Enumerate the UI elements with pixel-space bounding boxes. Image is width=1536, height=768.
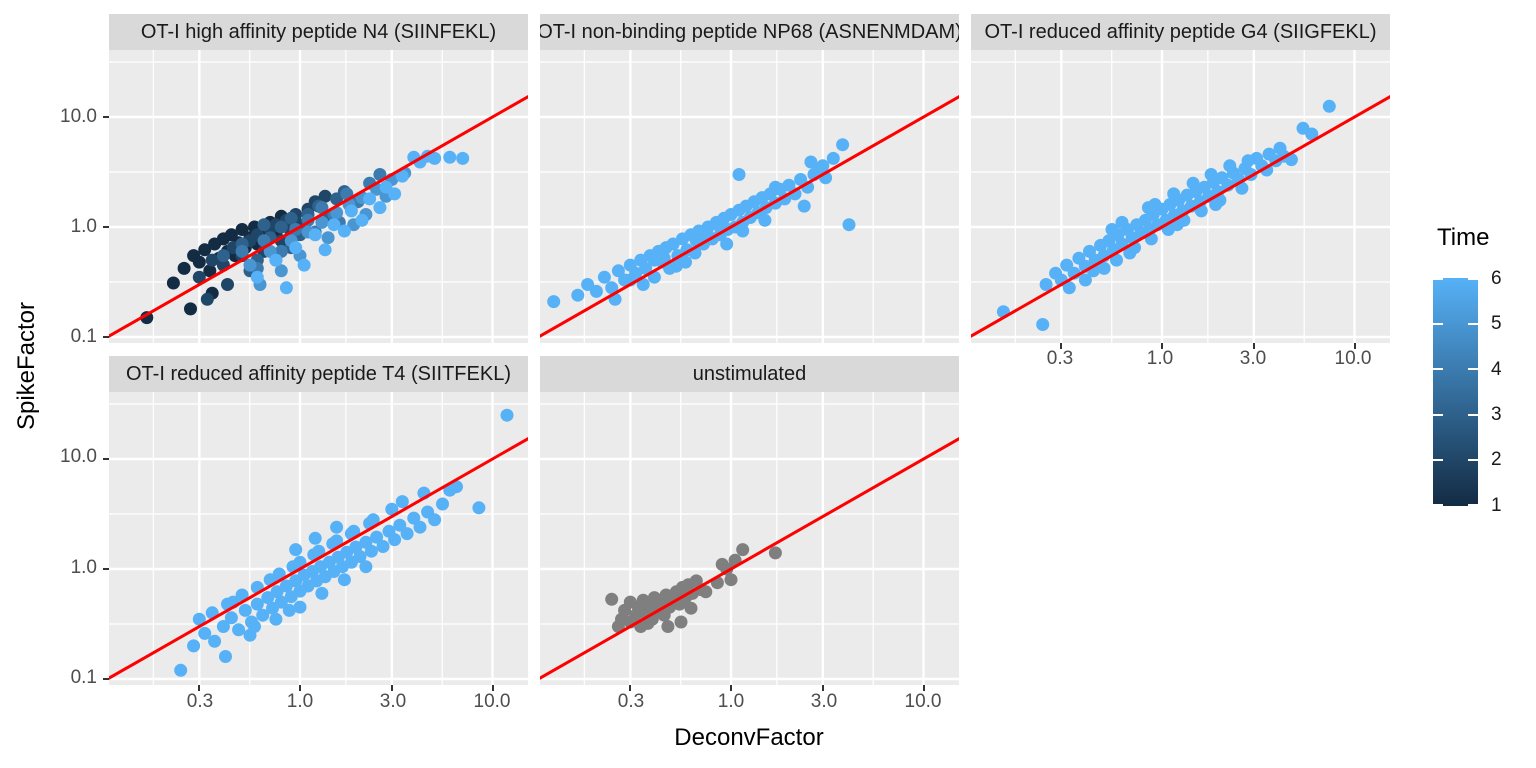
x-tick-label: 3.0 xyxy=(810,691,838,712)
identity-line xyxy=(109,436,528,680)
y-tick-label: 1.0 xyxy=(70,216,97,237)
facet-strip-label: OT-I high affinity peptide N4 (SIINFEKL) xyxy=(140,20,497,43)
legend-tick-label: 4 xyxy=(1491,359,1502,380)
axis-tick xyxy=(821,685,824,691)
x-tick-label: 10.0 xyxy=(904,691,942,712)
points-layer xyxy=(174,408,514,677)
panel-t4 xyxy=(109,392,528,685)
legend-tick-label: 1 xyxy=(1491,495,1502,516)
scatter-plot-np68 xyxy=(540,50,959,343)
colorbar-tick xyxy=(1468,368,1478,371)
gridlines xyxy=(540,50,959,343)
scatter-plot-g4 xyxy=(971,50,1390,343)
y-axis-title: SpikeFactor xyxy=(13,301,40,431)
colorbar-tick xyxy=(1468,322,1478,325)
points-layer xyxy=(605,543,782,633)
axis-tick xyxy=(730,685,732,691)
gridlines xyxy=(540,392,959,685)
y-tick-label: 10.0 xyxy=(60,446,97,467)
legend-tick-label: 3 xyxy=(1491,404,1502,425)
facet-strip-t4: OT-I reduced affinity peptide T4 (SIITFE… xyxy=(109,356,528,392)
colorbar-tick xyxy=(1433,504,1443,506)
panel-g4 xyxy=(971,50,1390,343)
x-axis-title: DeconvFactor xyxy=(674,724,824,751)
colorbar-tick xyxy=(1468,504,1478,506)
x-tick-label: 10.0 xyxy=(1334,348,1372,369)
facet-strip-label: unstimulated xyxy=(692,362,807,385)
x-tick-label: 0.3 xyxy=(186,691,214,712)
axis-tick xyxy=(390,685,393,691)
axis-tick xyxy=(299,685,301,691)
facet-strip-label: OT-I non-binding peptide NP68 (ASNENMDAM… xyxy=(540,20,959,43)
x-tick-label: 0.3 xyxy=(1046,348,1074,369)
facet-strip-unstimulated: unstimulated xyxy=(540,356,959,392)
facet-strip-g4: OT-I reduced affinity peptide G4 (SIIGFE… xyxy=(971,14,1390,50)
axis-tick xyxy=(103,678,109,680)
scatter-plot-t4 xyxy=(109,392,528,685)
x-tick-label: 1.0 xyxy=(1146,348,1174,369)
axis-tick xyxy=(103,226,109,228)
legend-tick-label: 5 xyxy=(1491,313,1502,334)
x-tick-label: 3.0 xyxy=(1239,348,1267,369)
axis-tick xyxy=(491,685,494,691)
colorbar-tick xyxy=(1433,368,1443,371)
identity-line xyxy=(971,94,1390,338)
axis-tick xyxy=(1353,343,1356,349)
y-tick-label: 0.1 xyxy=(70,667,97,688)
panel-np68 xyxy=(540,50,959,343)
points-layer xyxy=(547,138,856,309)
identity-line xyxy=(540,436,959,680)
facet-strip-label: OT-I reduced affinity peptide T4 (SIITFE… xyxy=(126,362,511,385)
legend-tick-label: 6 xyxy=(1491,268,1502,289)
axis-tick xyxy=(103,336,109,338)
x-tick-label: 1.0 xyxy=(717,691,745,712)
colorbar-tick xyxy=(1433,278,1443,280)
colorbar-tick xyxy=(1433,459,1443,462)
colorbar-tick xyxy=(1433,322,1443,325)
axis-tick xyxy=(198,685,201,691)
axis-tick xyxy=(1252,343,1255,349)
axis-tick xyxy=(1161,343,1163,349)
axis-tick xyxy=(629,685,632,691)
x-tick-label: 0.3 xyxy=(617,691,645,712)
axis-tick xyxy=(103,568,109,570)
legend-title: Time xyxy=(1437,224,1490,251)
identity-line xyxy=(540,94,959,338)
x-tick-label: 3.0 xyxy=(379,691,407,712)
facet-strip-n4: OT-I high affinity peptide N4 (SIINFEKL) xyxy=(109,14,528,50)
panel-n4 xyxy=(109,50,528,343)
axis-tick xyxy=(1060,343,1063,349)
colorbar-tick xyxy=(1433,413,1443,416)
scatter-plot-n4 xyxy=(109,50,528,343)
axis-tick xyxy=(103,458,109,460)
legend-colorbar xyxy=(1433,278,1478,506)
colorbar-tick xyxy=(1468,278,1478,280)
scatter-plot-unstimulated xyxy=(540,392,959,685)
legend-tick-label: 2 xyxy=(1491,449,1502,470)
panel-unstimulated xyxy=(540,392,959,685)
facet-strip-label: OT-I reduced affinity peptide G4 (SIIGFE… xyxy=(984,20,1377,43)
colorbar-tick xyxy=(1468,459,1478,462)
facet-strip-np68: OT-I non-binding peptide NP68 (ASNENMDAM… xyxy=(540,14,959,50)
y-tick-label: 10.0 xyxy=(60,106,97,127)
axis-tick xyxy=(103,116,109,118)
identity-line xyxy=(109,94,528,338)
x-tick-label: 10.0 xyxy=(473,691,511,712)
axis-tick xyxy=(922,685,925,691)
y-tick-label: 1.0 xyxy=(70,557,97,578)
colorbar-tick xyxy=(1468,413,1478,416)
points-layer xyxy=(140,149,470,325)
x-tick-label: 1.0 xyxy=(286,691,314,712)
points-layer xyxy=(996,99,1336,331)
y-tick-label: 0.1 xyxy=(70,326,97,347)
